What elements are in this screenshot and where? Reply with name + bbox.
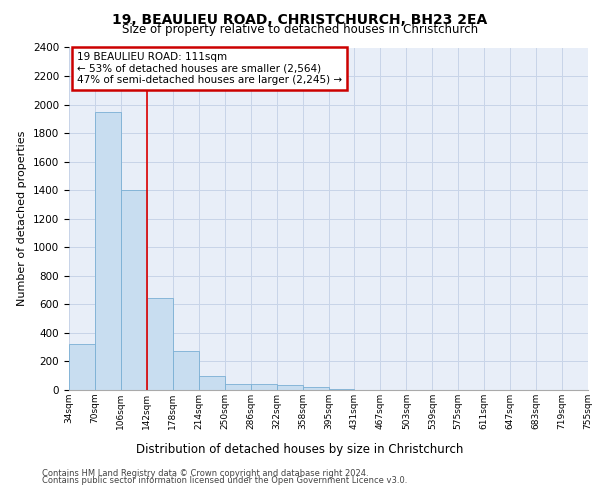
Text: Size of property relative to detached houses in Christchurch: Size of property relative to detached ho…	[122, 22, 478, 36]
Text: 19 BEAULIEU ROAD: 111sqm
← 53% of detached houses are smaller (2,564)
47% of sem: 19 BEAULIEU ROAD: 111sqm ← 53% of detach…	[77, 52, 342, 85]
Bar	[277, 385, 302, 390]
Bar	[251, 384, 277, 390]
Bar	[147, 298, 173, 390]
Bar	[225, 384, 251, 390]
Text: Contains public sector information licensed under the Open Government Licence v3: Contains public sector information licen…	[42, 476, 407, 485]
Text: Contains HM Land Registry data © Crown copyright and database right 2024.: Contains HM Land Registry data © Crown c…	[42, 468, 368, 477]
Bar	[173, 352, 199, 390]
Bar	[302, 387, 329, 390]
Text: 19, BEAULIEU ROAD, CHRISTCHURCH, BH23 2EA: 19, BEAULIEU ROAD, CHRISTCHURCH, BH23 2E…	[112, 12, 488, 26]
Bar	[199, 376, 224, 390]
Bar	[121, 190, 147, 390]
Bar	[69, 344, 95, 390]
Text: Distribution of detached houses by size in Christchurch: Distribution of detached houses by size …	[136, 442, 464, 456]
Y-axis label: Number of detached properties: Number of detached properties	[17, 131, 28, 306]
Bar	[95, 112, 121, 390]
